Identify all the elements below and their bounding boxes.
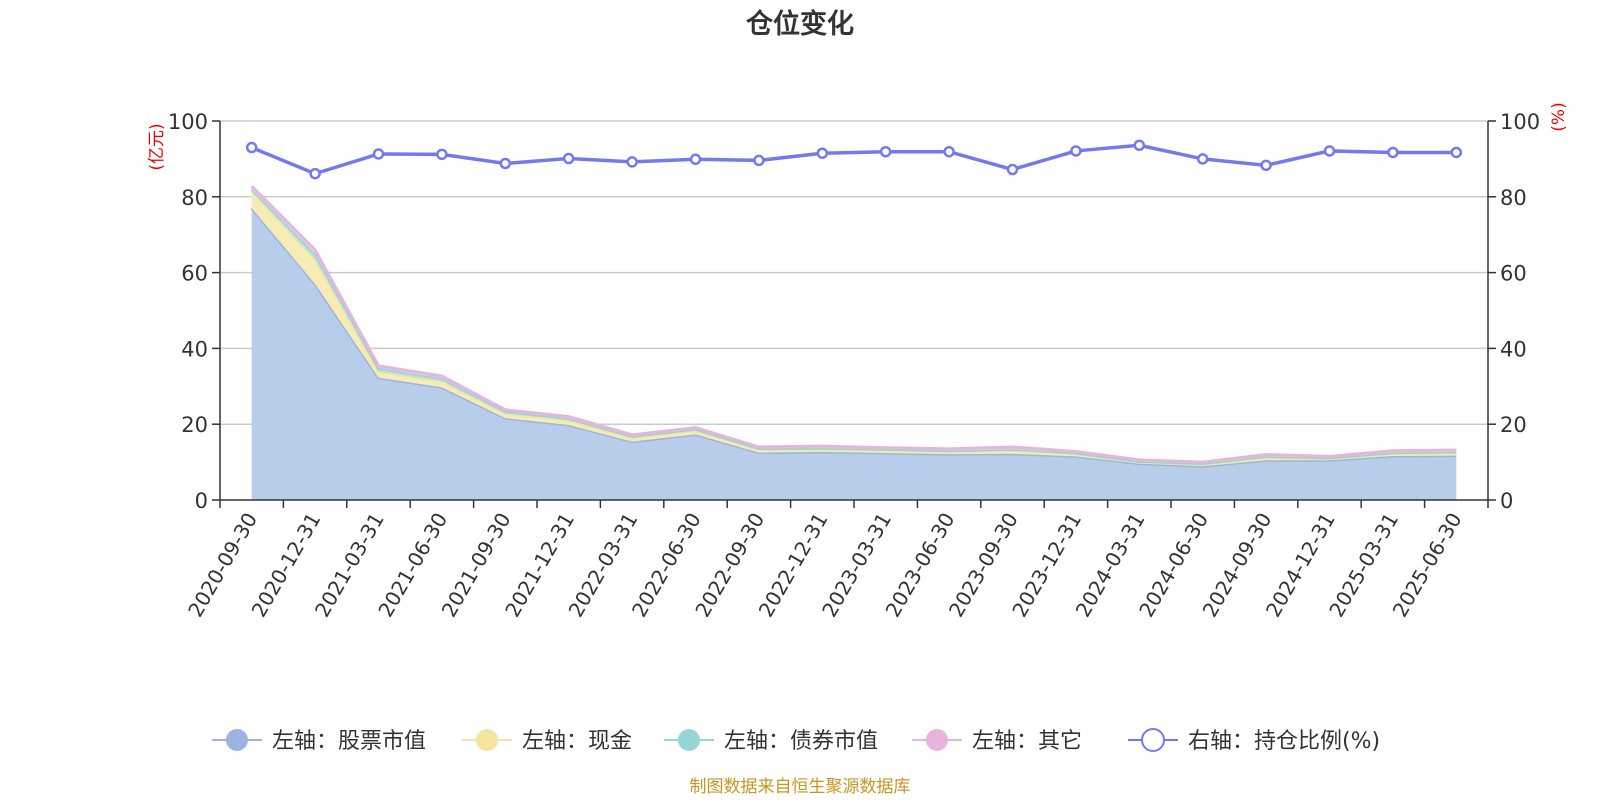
- left-tick-label: 0: [195, 489, 208, 513]
- stacked-areas: [250, 185, 1457, 501]
- left-tick-label: 60: [181, 262, 208, 286]
- ratio-point[interactable]: [816, 147, 829, 159]
- area-edge-4: [250, 185, 1457, 464]
- left-tick-label: 100: [168, 110, 208, 134]
- ratio-point[interactable]: [1133, 139, 1146, 152]
- right-tick-label: 0: [1500, 489, 1513, 513]
- legend-item-5[interactable]: 右轴：持仓比例(%): [1128, 728, 1380, 754]
- source-note: 制图数据来自恒生聚源数据库: [690, 777, 911, 797]
- left-tick-label: 40: [181, 337, 208, 361]
- legend-item-2[interactable]: 左轴：现金: [462, 729, 632, 754]
- ratio-point[interactable]: [689, 153, 702, 166]
- right-axis-unit: (%): [1549, 102, 1569, 131]
- ratio-point[interactable]: [1450, 146, 1463, 159]
- left-axis-unit: (亿元): [147, 123, 167, 170]
- position-ratio-line: [245, 139, 1463, 180]
- right-tick-label: 60: [1500, 262, 1527, 286]
- ratio-point[interactable]: [1070, 145, 1082, 157]
- right-tick-label: 20: [1500, 413, 1527, 437]
- ratio-point[interactable]: [562, 152, 575, 165]
- legend-marker: [476, 729, 498, 751]
- grid-lines: [220, 120, 1488, 425]
- legend-item-1[interactable]: 左轴：股票市值: [212, 729, 426, 754]
- left-tick-label: 20: [181, 413, 208, 437]
- legend-label: 左轴：其它: [972, 729, 1082, 754]
- legend-marker: [226, 729, 248, 751]
- legend-item-4[interactable]: 左轴：其它: [912, 729, 1082, 754]
- legend-marker: [926, 729, 948, 751]
- ratio-point[interactable]: [879, 145, 892, 158]
- ratio-point[interactable]: [1006, 163, 1019, 176]
- ratio-point[interactable]: [245, 141, 258, 154]
- right-tick-label: 80: [1500, 186, 1527, 210]
- legend-label: 左轴：现金: [522, 729, 632, 754]
- chart-title: 仓位变化: [745, 8, 854, 40]
- legend-label: 右轴：持仓比例(%): [1188, 729, 1380, 754]
- ratio-point[interactable]: [626, 156, 638, 168]
- ratio-point[interactable]: [1387, 146, 1399, 159]
- ratio-point[interactable]: [309, 167, 321, 180]
- ratio-point[interactable]: [1196, 153, 1209, 165]
- ratio-line-path: [251, 143, 1457, 176]
- area-1: [251, 208, 1457, 501]
- ratio-point[interactable]: [436, 148, 448, 161]
- left-tick-label: 80: [181, 186, 208, 210]
- right-tick-label: 40: [1500, 337, 1527, 361]
- legend-label: 左轴：股票市值: [272, 729, 426, 754]
- ratio-point[interactable]: [753, 154, 765, 167]
- legend[interactable]: 左轴：股票市值 左轴：现金 左轴：债券市值 左轴：其它 右轴：持仓比例(%): [212, 728, 1380, 754]
- legend-marker: [678, 729, 700, 751]
- ratio-point[interactable]: [1323, 145, 1336, 157]
- ratio-point[interactable]: [1260, 159, 1272, 172]
- legend-marker: [1141, 728, 1165, 752]
- legend-label: 左轴：债券市值: [724, 729, 878, 754]
- ratio-point[interactable]: [372, 148, 385, 160]
- legend-item-3[interactable]: 左轴：债券市值: [664, 729, 878, 754]
- axes: 0 20 40 60 80 100 0 20 40 60 80 100: [168, 110, 1540, 513]
- x-axis-tick-labels: 2020-09-302020-12-312021-03-312021-06-30…: [183, 509, 1467, 622]
- right-tick-label: 100: [1500, 110, 1540, 134]
- ratio-point[interactable]: [943, 145, 955, 158]
- ratio-point[interactable]: [499, 157, 512, 170]
